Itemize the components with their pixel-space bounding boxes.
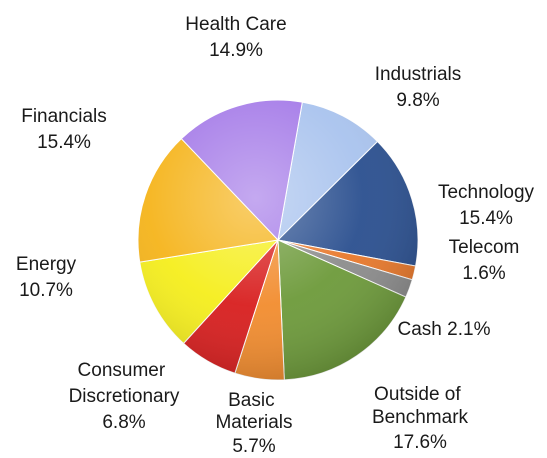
value-telecom: 1.6% — [462, 263, 505, 284]
label-health-care: Health Care — [185, 14, 286, 35]
label-industrials: Industrials — [375, 64, 462, 85]
value-basic-materials: 5.7% — [232, 436, 275, 457]
label-basic-line1: Basic — [228, 390, 274, 411]
value-consumer-discretionary: 6.8% — [102, 412, 145, 433]
value-health-care: 14.9% — [209, 40, 263, 61]
label-consumer-discretionary: Consumer Discretionary — [69, 360, 180, 407]
value-cash: 2.1% — [447, 319, 490, 340]
label-consumer-line2: Discretionary — [69, 386, 180, 407]
label-outside-benchmark: Outside of Benchmark — [372, 384, 469, 428]
value-technology: 15.4% — [459, 208, 513, 229]
label-telecom: Telecom — [449, 237, 520, 258]
value-financials: 15.4% — [37, 132, 91, 153]
label-consumer-line1: Consumer — [78, 360, 166, 381]
label-basic-line2: Materials — [215, 412, 292, 433]
value-energy: 10.7% — [19, 280, 73, 301]
label-outside-line1: Outside of — [374, 384, 461, 405]
label-basic-materials: Basic Materials — [215, 390, 292, 433]
label-cash: Cash 2.1% — [398, 319, 491, 340]
label-technology: Technology — [438, 182, 535, 203]
label-cash-name: Cash — [398, 319, 442, 340]
value-industrials: 9.8% — [396, 90, 439, 111]
label-outside-line2: Benchmark — [372, 407, 469, 428]
pie-slices — [137, 99, 419, 381]
label-energy: Energy — [16, 254, 77, 275]
label-financials: Financials — [21, 106, 107, 127]
value-outside-benchmark: 17.6% — [393, 432, 447, 453]
